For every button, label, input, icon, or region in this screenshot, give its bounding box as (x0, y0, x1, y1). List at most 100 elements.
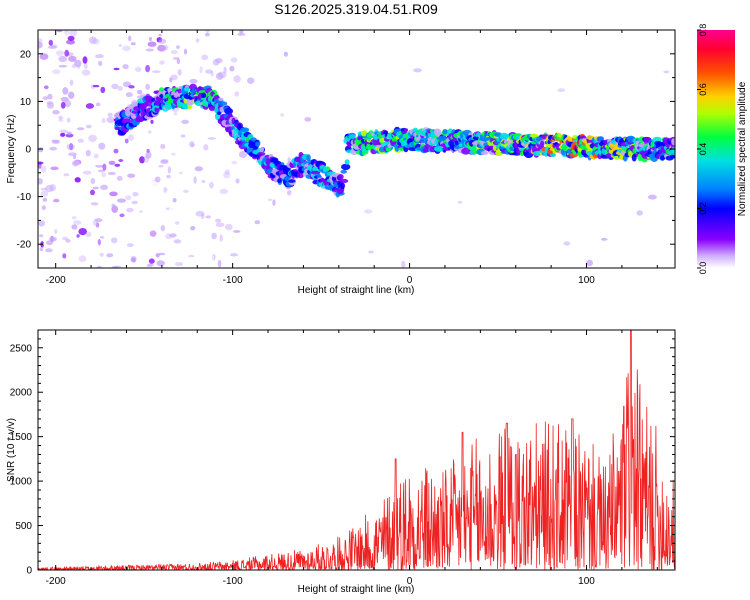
noise-speckle (77, 138, 85, 143)
noise-speckle (63, 31, 69, 39)
noise-speckle (189, 78, 198, 84)
spectrogram-xlabel: Height of straight line (km) (298, 285, 415, 296)
noise-speckle (146, 264, 153, 267)
noise-speckle (58, 118, 64, 122)
noise-speckle (159, 148, 167, 152)
y-tick-label: 0 (26, 566, 32, 577)
noise-speckle (229, 65, 235, 72)
noise-speckle (55, 50, 65, 56)
noise-speckle (268, 198, 273, 201)
x-tick-label: -100 (223, 275, 243, 286)
noise-speckle (71, 224, 78, 230)
noise-speckle (58, 115, 64, 120)
noise-speckle (162, 82, 166, 86)
noise-speckle (52, 141, 60, 144)
noise-speckle (203, 144, 209, 151)
snr-ylabel: SNR (10 * v/v) (6, 418, 17, 482)
noise-speckle (76, 127, 85, 131)
noise-speckle (126, 243, 134, 247)
noise-speckle (150, 119, 154, 124)
noise-speckle (73, 220, 82, 225)
noise-speckle (71, 64, 77, 69)
signal-blob (255, 141, 260, 147)
noise-speckle (237, 33, 246, 36)
noise-speckle (95, 222, 100, 228)
snr-series (38, 330, 675, 570)
noise-speckle (586, 259, 593, 267)
signal-blob (277, 178, 282, 184)
signal-blob (340, 169, 348, 174)
noise-speckle (54, 229, 58, 234)
noise-speckle (107, 43, 115, 47)
noise-speckle (42, 197, 48, 202)
noise-speckle (68, 91, 75, 99)
noise-speckle (585, 224, 594, 229)
noise-speckle (95, 102, 101, 107)
noise-speckle (169, 233, 177, 238)
noise-speckle (118, 260, 124, 265)
noise-speckle (149, 180, 158, 186)
noise-speckle (45, 184, 54, 193)
noise-speckle (68, 152, 77, 156)
x-tick-label: -100 (223, 576, 243, 587)
noise-speckle (215, 218, 222, 223)
signal-blob (529, 133, 539, 138)
noise-speckle (99, 252, 104, 257)
signal-blob (260, 146, 265, 153)
noise-speckle (93, 153, 99, 159)
noise-speckle (107, 112, 113, 117)
noise-speckle (128, 134, 134, 141)
noise-speckle (72, 160, 79, 167)
noise-speckle (321, 253, 326, 256)
colorbar-tick-label: 0.6 (698, 83, 708, 96)
noise-speckle (166, 116, 173, 124)
noise-speckle (125, 195, 132, 201)
noise-speckle (100, 86, 106, 94)
noise-speckle (78, 255, 87, 263)
noise-speckle (92, 84, 100, 88)
noise-speckle (149, 230, 157, 237)
signal-blob (631, 153, 637, 162)
noise-speckle (180, 155, 186, 159)
noise-speckle (158, 165, 164, 168)
noise-speckle (148, 36, 153, 42)
noise-speckle (636, 210, 643, 216)
noise-speckle (181, 72, 190, 79)
noise-speckle (187, 181, 192, 185)
noise-speckle (496, 247, 504, 255)
noise-speckle (85, 124, 92, 129)
noise-speckle (169, 77, 173, 83)
spectrogram-image (38, 30, 675, 268)
noise-speckle (81, 69, 91, 76)
noise-speckle (280, 113, 285, 117)
noise-speckle (74, 177, 81, 183)
signal-blob (311, 170, 321, 175)
noise-speckle (304, 117, 312, 122)
noise-speckle (233, 230, 241, 233)
colorbar-tick-label: 0.8 (698, 24, 708, 37)
noise-speckle (99, 236, 105, 239)
noise-speckle (180, 134, 186, 138)
noise-speckle (170, 49, 178, 55)
noise-speckle (62, 87, 69, 95)
colorbar-gradient (697, 30, 735, 268)
noise-speckle (221, 37, 231, 44)
noise-speckle (109, 191, 118, 197)
noise-speckle (183, 242, 188, 249)
noise-speckle (205, 215, 211, 219)
noise-speckle (122, 64, 129, 70)
noise-speckle (45, 248, 53, 253)
noise-speckle (177, 244, 183, 248)
colorbar: 0.0 0.2 0.4 0.6 0.8 Normalized spectral ampl… (697, 24, 748, 275)
noise-speckle (38, 41, 43, 49)
y-tick-label: 10 (20, 97, 32, 108)
colorbar-tick-label: 0.2 (698, 202, 708, 215)
noise-speckle (42, 96, 49, 100)
noise-speckle (227, 75, 233, 82)
colorbar-tick-label: 0.0 (698, 262, 708, 275)
noise-speckle (233, 75, 241, 83)
noise-speckle (98, 142, 106, 150)
noise-speckle (209, 198, 216, 204)
snr-line (38, 330, 675, 570)
